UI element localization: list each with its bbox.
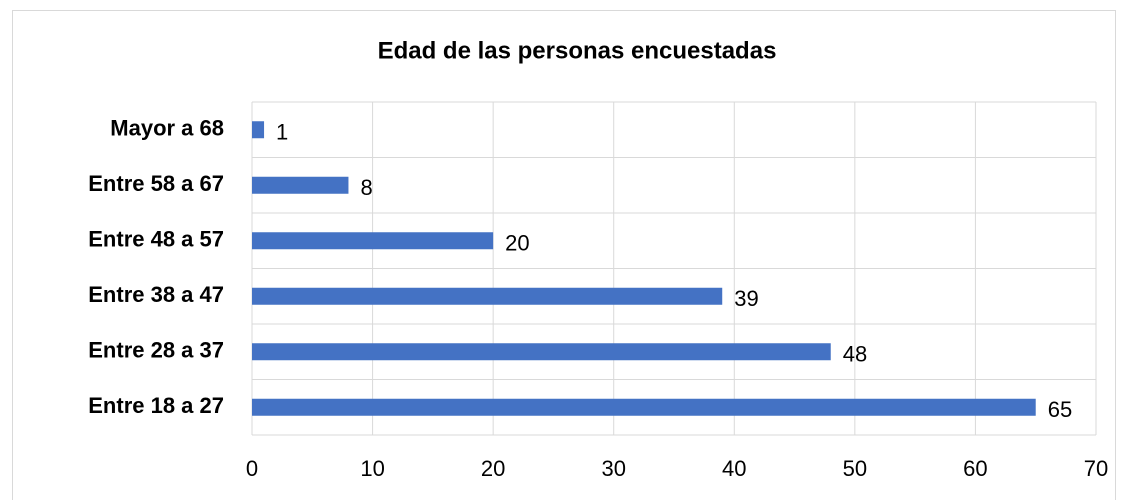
y-tick-label: Entre 58 a 67 [88,171,224,196]
y-tick-label: Entre 48 a 57 [88,227,224,252]
value-label: 8 [360,175,372,200]
x-tick-label: 30 [601,456,625,481]
value-label: 39 [734,286,758,311]
bar [252,287,723,305]
y-tick-label: Entre 28 a 37 [88,338,224,363]
x-tick-label: 50 [843,456,867,481]
bar [252,232,494,250]
bar [252,176,349,194]
y-tick-label: Mayor a 68 [110,116,224,141]
bar [252,343,831,361]
value-label: 1 [276,120,288,145]
x-tick-label: 70 [1084,456,1108,481]
value-label: 65 [1048,397,1072,422]
y-tick-label: Entre 18 a 27 [88,393,224,418]
value-label: 48 [843,342,867,367]
chart-border [12,10,1116,500]
x-tick-label: 40 [722,456,746,481]
x-tick-label: 10 [360,456,384,481]
bar [252,398,1036,416]
chart-title: Edad de las personas encuestadas [378,37,777,64]
x-tick-label: 60 [963,456,987,481]
x-tick-label: 0 [246,456,258,481]
value-label: 20 [505,231,529,256]
bar [252,121,265,139]
x-tick-label: 20 [481,456,505,481]
y-tick-label: Entre 38 a 47 [88,282,224,307]
